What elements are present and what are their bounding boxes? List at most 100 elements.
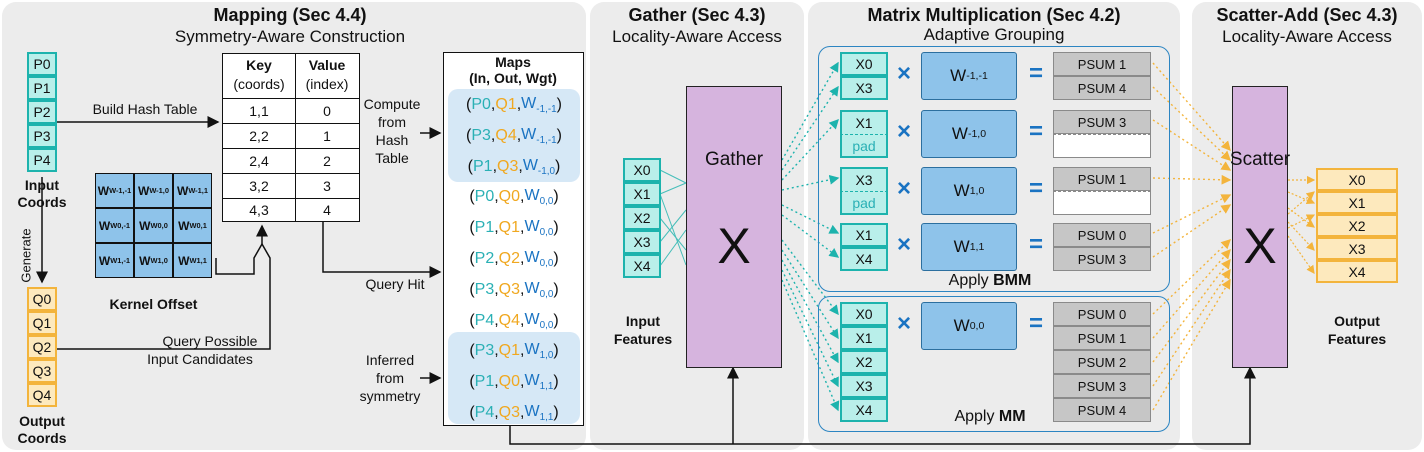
- mm-psum: PSUM 2: [1053, 350, 1151, 374]
- bmm-psum: PSUM 3: [1053, 247, 1151, 271]
- value-header: Value: [308, 57, 346, 73]
- kernel-weight: W W0,-1: [95, 208, 134, 243]
- hash-table: Key (coords) Value (index) 1,1 0 2,2 1 2…: [222, 53, 360, 222]
- mm-times-icon: ×: [896, 310, 911, 337]
- map-entry: (P1, Q3, W-1,0): [467, 156, 561, 178]
- output-feature: X3: [1316, 237, 1398, 260]
- output-coord: Q0: [27, 287, 57, 311]
- bmm-times-icon: ×: [896, 175, 911, 202]
- key-sub-header: (coords): [233, 76, 285, 92]
- mm-label: Apply MM: [954, 408, 1026, 425]
- hash-value: 0: [323, 103, 331, 119]
- input-candidates-label: Input Candidates: [147, 351, 253, 367]
- bmm-input-pair: X3 pad: [840, 167, 888, 215]
- map-in: P3: [471, 127, 491, 144]
- kernel-weight: W W1,0: [134, 243, 173, 278]
- output-coord: Q1: [27, 311, 57, 335]
- input-coord: P1: [27, 76, 57, 100]
- query-hit-label: Query Hit: [365, 276, 425, 292]
- map-weight: W-1,-1: [521, 125, 557, 147]
- map-in: P3: [474, 281, 495, 298]
- build-hash-label: Build Hash Table: [92, 101, 198, 117]
- hash-value: 1: [323, 128, 331, 144]
- mm-input: X1: [840, 326, 888, 350]
- mm-input: X4: [840, 398, 888, 422]
- map-out: Q3: [497, 158, 519, 175]
- mm-input: X3: [840, 374, 888, 398]
- kernel-grid: W W-1,-1 W W-1,0 W W-1,1 W W0,-1 W W0,0 W W0,1 W W1,-…: [95, 173, 212, 278]
- map-in: P4: [474, 404, 495, 421]
- empty-psum: [1053, 134, 1151, 158]
- hash-key: 3,2: [249, 178, 269, 194]
- kernel-weight: W W-1,0: [134, 173, 173, 208]
- map-out: Q0: [498, 188, 521, 205]
- bmm-weight: W -1,0: [921, 110, 1017, 158]
- key-header: Key: [246, 57, 272, 73]
- map-entry: (P3, Q3, W0,0): [469, 279, 559, 301]
- empty-psum: [1053, 191, 1151, 215]
- mapping-subtitle: Symmetry-Aware Construction: [174, 27, 406, 46]
- map-out: Q0: [498, 373, 521, 390]
- output-coord: Q3: [27, 359, 57, 383]
- bmm-psum: PSUM 1: [1053, 52, 1151, 76]
- map-entry: (P0, Q1, W-1,-1): [466, 94, 562, 116]
- map-weight: W0,0: [524, 248, 554, 270]
- map-in: P2: [474, 250, 495, 267]
- computed-maps-highlight: [448, 89, 580, 182]
- kernel-weight: W W1,1: [173, 243, 212, 278]
- bmm-weight: W 1,1: [921, 223, 1017, 271]
- bmm-input-pair: X1 X4: [840, 223, 888, 271]
- pad-cell: pad: [840, 191, 888, 215]
- input-coord: P4: [27, 148, 57, 172]
- input-feature: X1: [623, 182, 661, 206]
- map-out: Q4: [498, 312, 521, 329]
- kernel-weight: W W0,0: [134, 208, 173, 243]
- bmm-equals-icon: =: [1028, 118, 1043, 145]
- bmm-equals-icon: =: [1028, 60, 1043, 87]
- mm-psum: PSUM 1: [1053, 326, 1151, 350]
- bmm-psum: PSUM 3: [1053, 110, 1151, 134]
- scatter-label: Scatter: [1229, 149, 1291, 170]
- map-weight: W1,0: [524, 340, 554, 362]
- map-weight: W0,0: [524, 279, 554, 301]
- map-weight: W-1,0: [522, 156, 555, 178]
- input-feature: X3: [623, 230, 661, 254]
- kernel-weight: W W-1,-1: [95, 173, 134, 208]
- gather-title: Gather (Sec 4.3): [628, 5, 766, 25]
- bmm-psum: PSUM 0: [1053, 223, 1151, 247]
- scatter-cross-icon: X: [1243, 218, 1277, 274]
- map-weight: W-1,-1: [521, 94, 557, 116]
- pad-cell: pad: [840, 134, 888, 158]
- map-entry: (P4, Q3, W1,1): [469, 402, 559, 424]
- map-in: P1: [474, 219, 495, 236]
- compute-label: Compute from Hash Table: [363, 96, 421, 166]
- output-coord: Q4: [27, 383, 57, 407]
- input-coord: P3: [27, 124, 57, 148]
- hash-key: 4,3: [249, 202, 269, 218]
- scatter-title: Scatter-Add (Sec 4.3): [1216, 5, 1398, 25]
- matmul-title: Matrix Multiplication (Sec 4.2): [867, 5, 1121, 25]
- output-feature: X0: [1316, 168, 1398, 191]
- output-feature: X2: [1316, 214, 1398, 237]
- scatter-block: Scatter X: [1230, 86, 1290, 368]
- bmm-times-icon: ×: [896, 231, 911, 258]
- hash-key: 2,2: [249, 128, 269, 144]
- map-in: P4: [474, 312, 495, 329]
- mm-psum: PSUM 3: [1053, 374, 1151, 398]
- output-features-label: Output Features: [1327, 313, 1387, 347]
- bmm-psum: PSUM 1: [1053, 167, 1151, 191]
- bmm-equals-icon: =: [1028, 231, 1043, 258]
- kernel-weight: W W0,1: [173, 208, 212, 243]
- map-weight: W0,0: [524, 310, 554, 332]
- query-possible-label: Query Possible: [162, 333, 258, 349]
- bmm-input: X3: [840, 76, 888, 100]
- input-coords-label: Input Coords: [17, 177, 67, 210]
- output-coords-label: Output Coords: [17, 413, 67, 446]
- bmm-label: Apply BMM: [948, 272, 1032, 289]
- mm-input: X0: [840, 302, 888, 326]
- maps-subtitle: (In, Out, Wgt): [469, 70, 557, 86]
- map-entry: (P0, Q0, W0,0): [469, 186, 559, 208]
- bmm-equals-icon: =: [1028, 175, 1043, 202]
- map-out: Q2: [498, 250, 521, 267]
- gather-block: Gather X: [686, 86, 782, 368]
